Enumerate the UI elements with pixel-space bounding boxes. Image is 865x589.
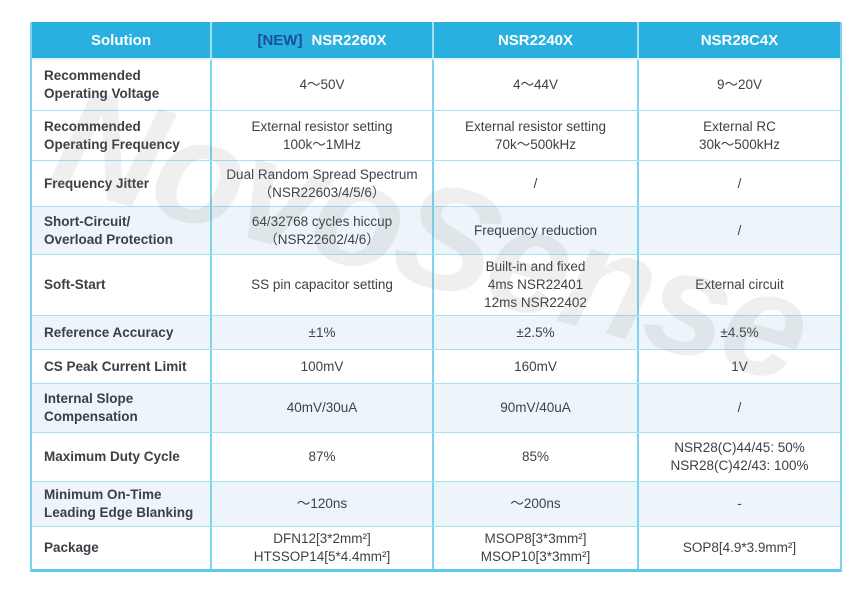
table-row: Soft-Start SS pin capacitor setting Built-…	[32, 254, 840, 315]
table-row: Package DFN12[3*2mm²] HTSSOP14[5*4.4mm²] MS…	[32, 526, 840, 569]
cell-nsr28c4x: ±4.5%	[720, 324, 759, 340]
cell-nsr2240x: MSOP8[3*3mm²] MSOP10[3*3mm²]	[434, 527, 639, 569]
row-label: Soft-Start	[32, 255, 212, 315]
row-label: Frequency Jitter	[32, 161, 212, 206]
table-body: Recommended Operating Voltage 4～50V 4～44V 9～…	[32, 58, 840, 569]
cell-nsr2260x: Dual Random Spread Spectrum （NSR22603/4/5…	[212, 161, 434, 206]
cell-nsr28c4x: /	[737, 175, 742, 191]
cell-nsr28c4x: External circuit	[695, 277, 784, 293]
column-header-nsr2240x: NSR2240X	[434, 22, 639, 58]
column-header-label: Solution	[91, 31, 151, 49]
table-row: Frequency Jitter Dual Random Spread Spect…	[32, 160, 840, 206]
cell-nsr28c4x: 9～20V	[716, 77, 763, 93]
row-label: CS Peak Current Limit	[32, 350, 212, 383]
cell-nsr2260x: SS pin capacitor setting	[212, 255, 434, 315]
cell-nsr28c4x: 1V	[731, 358, 748, 374]
cell-nsr2240x: ±2.5%	[434, 316, 639, 349]
cell-nsr2240x: /	[434, 161, 639, 206]
cell-nsr2260x: ±1%	[212, 316, 434, 349]
cell-nsr2260x: 4～50V	[212, 60, 434, 110]
table-row: Recommended Operating Frequency External r…	[32, 110, 840, 160]
cell-nsr2240x: 85%	[434, 433, 639, 481]
cell-nsr2240x: ～200ns	[434, 482, 639, 526]
cell-nsr2260x: DFN12[3*2mm²] HTSSOP14[5*4.4mm²]	[212, 527, 434, 569]
cell-nsr2240x: Frequency reduction	[434, 207, 639, 254]
row-label: Recommended Operating Frequency	[32, 111, 212, 160]
cell-nsr2240x: 160mV	[434, 350, 639, 383]
cell-nsr2240x: 90mV/40uA	[434, 384, 639, 432]
cell-nsr28c4x: NSR28(C)44/45: 50% NSR28(C)42/43: 100%	[670, 440, 809, 473]
cell-nsr2240x: Built-in and fixed 4ms NSR22401 12ms NSR22…	[434, 255, 639, 315]
solution-comparison-table: Solution [NEW] NSR2260X NSR2240X NSR28C4…	[30, 22, 842, 572]
cell-nsr2260x: 40mV/30uA	[212, 384, 434, 432]
row-label: Reference Accuracy	[32, 316, 212, 349]
cell-nsr2260x: External resistor setting 100k～1MHz	[212, 111, 434, 160]
row-label: Minimum On-Time Leading Edge Blanking	[32, 482, 212, 526]
table-row: Recommended Operating Voltage 4～50V 4～44V 9～…	[32, 58, 840, 110]
row-label: Package	[32, 527, 212, 569]
new-badge: [NEW]	[257, 31, 303, 49]
cell-nsr28c4x: External RC 30k～500kHz	[698, 118, 781, 152]
column-header-solution: Solution	[32, 22, 212, 58]
column-header-nsr2260x: [NEW] NSR2260X	[212, 22, 434, 58]
column-header-label: NSR28C4X	[700, 31, 779, 49]
row-label: Internal Slope Compensation	[32, 384, 212, 432]
row-label: Short-Circuit/Overload Protection	[32, 207, 212, 254]
cell-nsr2260x: 64/32768 cycles hiccup （NSR22602/4/6）	[212, 207, 434, 254]
column-header-label: NSR2260X	[311, 31, 387, 49]
table-header-row: Solution [NEW] NSR2260X NSR2240X NSR28C4…	[32, 22, 840, 58]
cell-nsr28c4x: SOP8[4.9*3.9mm²]	[682, 540, 797, 556]
cell-nsr2260x: ～120ns	[212, 482, 434, 526]
table-row: Short-Circuit/Overload Protection 64/3276…	[32, 206, 840, 254]
table-row: Maximum Duty Cycle 87% 85% NSR28(C)44/45: 5…	[32, 432, 840, 481]
cell-nsr28c4x: -	[737, 496, 742, 512]
cell-nsr28c4x: /	[737, 400, 742, 416]
table-row: Reference Accuracy ±1% ±2.5% ±4.5%	[32, 315, 840, 349]
cell-nsr2240x: External resistor setting 70k～500kHz	[434, 111, 639, 160]
table-row: Internal Slope Compensation 40mV/30uA 90mV/…	[32, 383, 840, 432]
cell-nsr2240x: 4～44V	[434, 60, 639, 110]
cell-nsr2260x: 87%	[212, 433, 434, 481]
table-row: CS Peak Current Limit 100mV 160mV 1V	[32, 349, 840, 383]
row-label: Recommended Operating Voltage	[32, 60, 212, 110]
cell-nsr28c4x: /	[737, 222, 742, 238]
table-row: Minimum On-Time Leading Edge Blanking ～120…	[32, 481, 840, 526]
column-header-label: NSR2240X	[497, 31, 574, 49]
row-label: Maximum Duty Cycle	[32, 433, 212, 481]
column-header-nsr28c4x: NSR28C4X	[639, 22, 840, 58]
cell-nsr2260x: 100mV	[212, 350, 434, 383]
